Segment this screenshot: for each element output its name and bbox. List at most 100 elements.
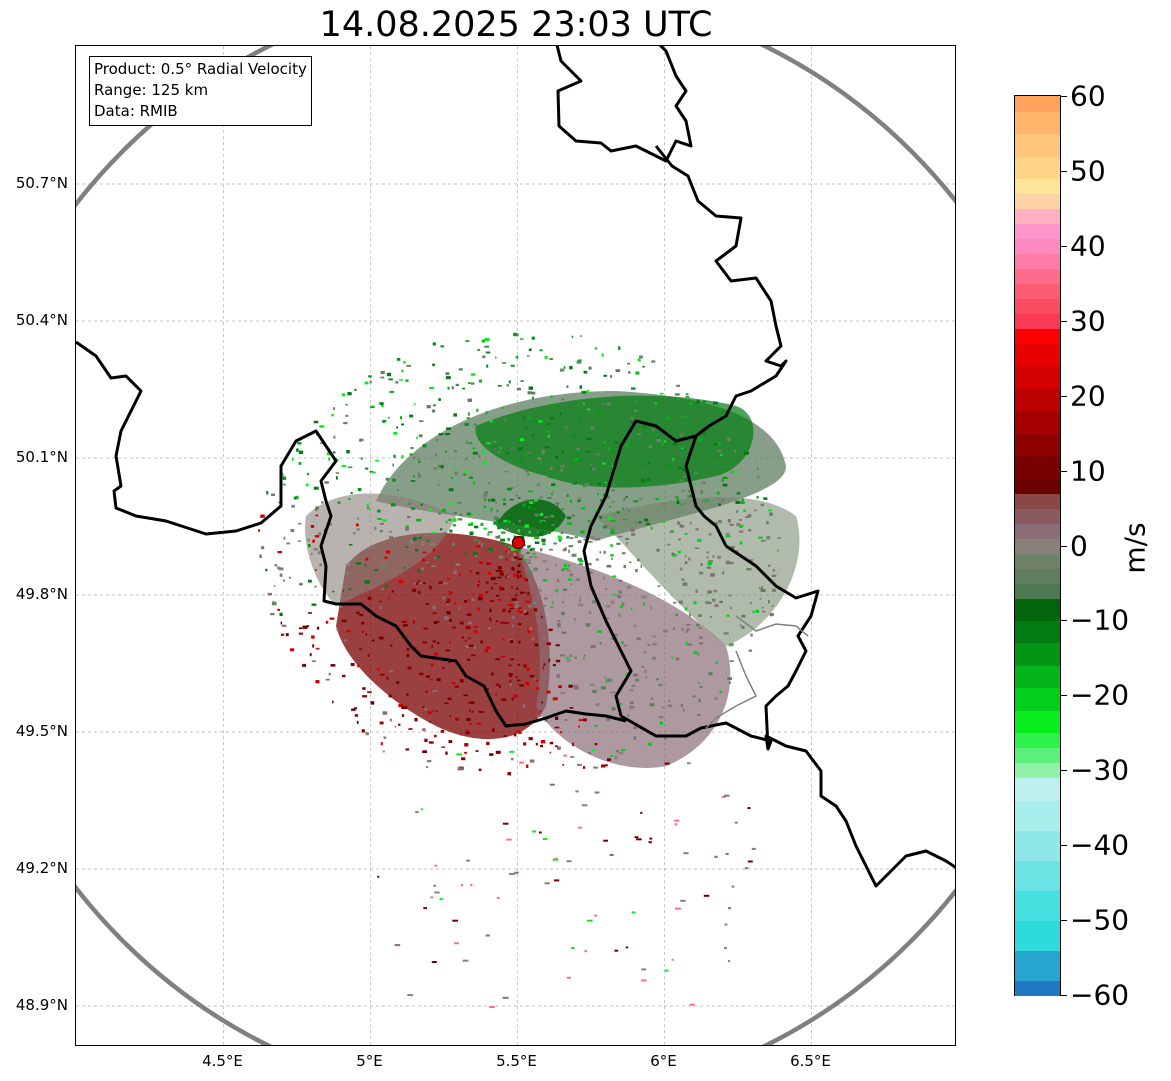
echo-bin	[448, 641, 452, 644]
echo-bin	[689, 521, 692, 525]
echo-bin	[544, 597, 548, 600]
echo-bin	[366, 503, 370, 506]
echo-bin	[513, 694, 519, 698]
echo-bin	[434, 864, 438, 867]
echo-bin	[465, 626, 471, 630]
echo-bin	[515, 550, 520, 553]
echo-bin	[542, 560, 547, 563]
echo-bin	[527, 473, 530, 476]
echo-bin	[362, 695, 367, 698]
echo-bin	[546, 568, 549, 571]
echo-bin	[682, 708, 685, 712]
echo-bin	[409, 539, 413, 544]
echo-bin	[507, 538, 510, 541]
echo-bin	[640, 811, 643, 814]
radar-map[interactable]	[75, 45, 956, 1046]
colorbar-segment	[1015, 597, 1060, 621]
echo-bin	[378, 636, 384, 640]
echo-bin	[539, 710, 542, 713]
echo-bin	[599, 516, 602, 519]
echo-bin	[546, 423, 551, 425]
echo-bin	[486, 646, 491, 650]
colorbar-tick	[1061, 770, 1067, 772]
echo-bin	[684, 581, 687, 584]
radar-site-marker[interactable]	[511, 535, 526, 550]
echo-bin	[315, 514, 319, 517]
colorbar-tick-label: −30	[1070, 753, 1130, 787]
echo-bin	[594, 791, 600, 794]
echo-bin	[571, 335, 574, 338]
echo-bin	[590, 426, 595, 430]
echo-bin	[464, 640, 467, 642]
echo-bin	[549, 751, 552, 754]
echo-bin	[562, 548, 567, 552]
colorbar-tick-label: −20	[1070, 678, 1130, 712]
echo-bin	[561, 508, 565, 510]
colorbar-segment	[1015, 298, 1060, 314]
echo-bin	[495, 502, 498, 504]
colorbar-segment	[1015, 96, 1060, 112]
echo-bin	[672, 442, 678, 446]
echo-bin	[474, 525, 479, 529]
echo-bin	[606, 718, 610, 722]
echo-bin	[701, 481, 706, 485]
echo-bin	[346, 629, 351, 633]
echo-bin	[335, 459, 339, 461]
echo-bin	[517, 529, 521, 533]
echo-bin	[529, 548, 533, 552]
lat-tick-label: 49.2°N	[15, 859, 68, 877]
echo-bin	[697, 713, 701, 716]
echo-bin	[359, 438, 362, 442]
echo-bin	[474, 539, 478, 542]
colorbar-tick	[1061, 470, 1067, 472]
echo-bin	[640, 564, 642, 568]
echo-bin	[333, 451, 336, 454]
echo-bin	[619, 703, 623, 706]
colorbar-tick-label: −60	[1070, 978, 1130, 1012]
echo-bin	[572, 453, 575, 457]
echo-bin	[421, 808, 424, 811]
echo-bin	[625, 946, 629, 949]
echo-bin	[685, 641, 688, 645]
echo-bin	[542, 519, 546, 522]
echo-bin	[518, 609, 520, 613]
echo-bin	[544, 524, 550, 527]
echo-bin	[717, 555, 722, 559]
echo-bin	[390, 503, 396, 507]
echo-bin	[413, 582, 418, 585]
echo-bin	[505, 550, 508, 553]
lon-tick-label: 5.5°E	[496, 1052, 537, 1070]
echo-bin	[527, 505, 532, 509]
echo-bin	[556, 579, 560, 583]
echo-bin	[680, 524, 685, 528]
echo-bin	[618, 579, 623, 582]
echo-bin	[629, 701, 634, 705]
echo-bin	[612, 575, 617, 578]
echo-bin	[419, 420, 424, 422]
echo-bin	[285, 633, 289, 637]
echo-bin	[511, 557, 516, 560]
lon-tick-label: 4.5°E	[202, 1052, 243, 1070]
echo-bin	[714, 855, 718, 858]
echo-bin	[332, 590, 335, 593]
echo-bin	[727, 960, 731, 963]
echo-bin	[314, 535, 320, 538]
echo-bin	[422, 728, 426, 732]
echo-bin	[579, 596, 582, 600]
echo-bin	[432, 548, 435, 552]
echo-bin	[372, 471, 376, 474]
echo-bin	[581, 391, 587, 394]
echo-bin	[549, 741, 554, 745]
echo-bin	[714, 481, 717, 485]
echo-bin	[354, 714, 358, 717]
echo-bin	[513, 332, 517, 337]
echo-bin	[699, 685, 703, 688]
map-canvas[interactable]	[76, 46, 956, 1046]
echo-bin	[525, 427, 528, 430]
echo-bin	[522, 503, 526, 507]
echo-bin	[365, 467, 369, 470]
echo-bin	[348, 588, 352, 591]
echo-bin	[466, 718, 471, 721]
echo-bin	[459, 513, 463, 517]
echo-bin	[315, 647, 320, 650]
